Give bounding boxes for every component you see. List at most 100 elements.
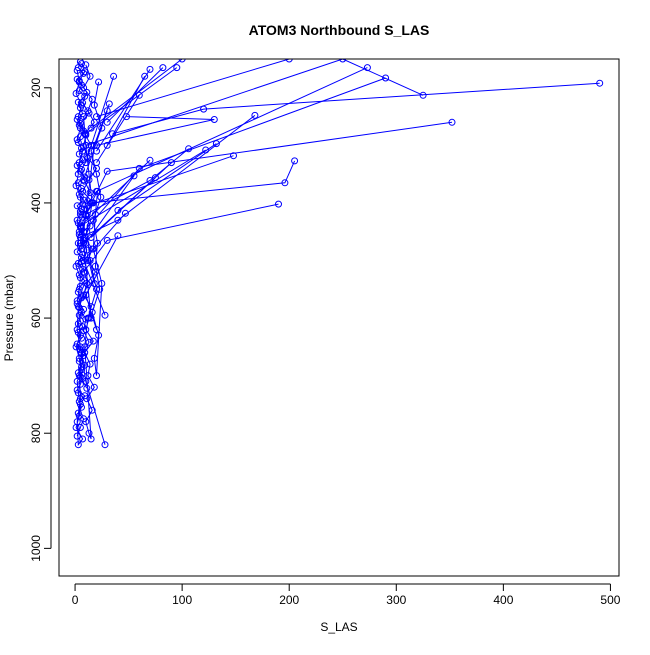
series-line: [79, 67, 368, 215]
data-point: [84, 257, 92, 264]
data-point: [75, 412, 83, 420]
data-point: [86, 72, 94, 80]
data-point: [76, 373, 84, 381]
x-tick-label: 500: [600, 593, 620, 607]
data-point: [114, 206, 122, 214]
data-point: [382, 74, 390, 82]
data-point: [82, 61, 90, 69]
data-point: [81, 343, 89, 351]
data-point: [72, 182, 80, 190]
x-tick-label: 0: [72, 593, 79, 607]
series-line: [80, 149, 206, 227]
data-point: [97, 193, 105, 201]
data-point: [93, 170, 100, 178]
data-point: [80, 84, 88, 92]
series-16: [93, 113, 218, 149]
data-point: [110, 72, 118, 80]
chart-title: ATOM3 Northbound S_LAS: [249, 22, 430, 38]
series-line: [83, 77, 386, 233]
data-point: [151, 174, 159, 182]
data-point: [275, 200, 282, 208]
series-8: [76, 152, 237, 247]
data-point: [185, 145, 193, 153]
x-tick-label: 400: [493, 593, 513, 607]
series-line: [75, 70, 84, 447]
data-point: [90, 354, 98, 362]
data-point: [82, 212, 90, 220]
data-point: [85, 109, 93, 117]
data-point: [75, 285, 83, 293]
data-point: [76, 193, 84, 201]
data-point: [74, 389, 82, 397]
data-point: [73, 67, 81, 74]
data-point: [98, 280, 106, 287]
data-point: [76, 223, 84, 231]
data-point: [167, 159, 175, 167]
data-point: [130, 172, 138, 180]
data-point: [76, 395, 84, 403]
data-point: [173, 64, 181, 72]
series-line: [91, 160, 296, 204]
series-11: [82, 145, 193, 218]
data-point: [90, 101, 98, 109]
x-axis-label: S_LAS: [320, 620, 357, 634]
data-point: [75, 372, 83, 380]
series-line: [83, 212, 126, 316]
data-point: [75, 304, 83, 312]
data-point: [79, 187, 87, 195]
data-point: [85, 338, 93, 346]
data-point: [72, 262, 80, 270]
data-point: [74, 303, 82, 311]
series-line: [96, 59, 290, 118]
data-point: [78, 205, 85, 213]
data-point: [73, 326, 81, 334]
data-point: [202, 146, 210, 154]
series-line: [112, 82, 600, 135]
series-line: [85, 59, 424, 146]
series-line: [117, 143, 217, 211]
series-line: [85, 67, 178, 135]
data-point: [80, 143, 88, 150]
data-point: [75, 228, 83, 236]
plot-marks: [72, 59, 604, 449]
data-point: [76, 124, 84, 132]
data-point: [146, 156, 154, 164]
y-tick-label: 600: [29, 308, 43, 328]
y-tick-label: 400: [29, 193, 43, 213]
data-point: [94, 187, 101, 195]
data-point: [210, 116, 218, 123]
data-point: [230, 152, 237, 160]
data-point: [81, 269, 89, 277]
data-point: [85, 170, 93, 178]
data-point: [81, 234, 89, 241]
data-point: [73, 136, 81, 144]
data-point: [75, 159, 83, 167]
data-point: [89, 337, 97, 345]
data-point: [159, 64, 167, 72]
series-line: [83, 110, 108, 181]
series-1: [82, 118, 456, 218]
data-point: [87, 435, 95, 443]
data-point: [76, 274, 84, 282]
data-point: [81, 361, 89, 369]
data-point: [95, 331, 103, 339]
x-tick-label: 100: [172, 593, 192, 607]
data-point: [72, 343, 80, 351]
series-line: [78, 63, 91, 389]
series-line: [90, 81, 103, 376]
data-point: [419, 91, 427, 99]
series-line: [83, 203, 279, 273]
y-tick-label: 800: [29, 423, 43, 443]
series-34: [75, 60, 94, 392]
series-line: [85, 175, 135, 244]
data-point: [79, 251, 87, 259]
data-point: [80, 235, 88, 243]
y-tick-label: 1000: [29, 535, 43, 562]
data-point: [94, 239, 101, 247]
data-point: [91, 262, 99, 270]
data-point: [103, 167, 111, 175]
data-point: [363, 64, 371, 72]
data-point: [73, 418, 81, 426]
